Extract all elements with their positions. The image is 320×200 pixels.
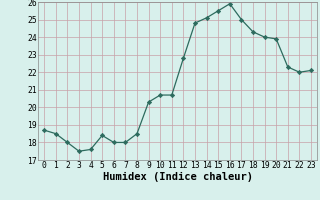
X-axis label: Humidex (Indice chaleur): Humidex (Indice chaleur)	[103, 172, 252, 182]
